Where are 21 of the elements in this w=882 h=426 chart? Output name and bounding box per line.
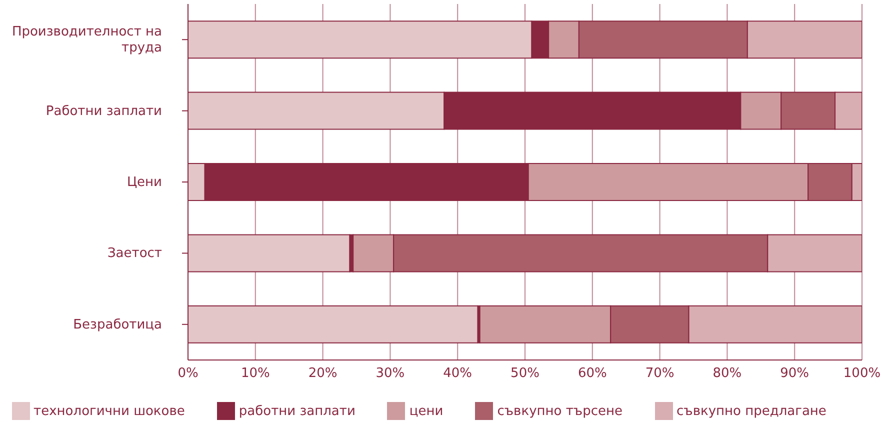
x-tick-label: 40% <box>443 366 472 382</box>
x-tick-label: 10% <box>240 366 270 382</box>
x-tick-label: 20% <box>308 366 338 382</box>
x-tick-label: 80% <box>712 366 742 382</box>
x-tick-label: 100% <box>843 366 881 382</box>
legend-label: съвкупно търсене <box>497 404 622 419</box>
x-tick-label: 70% <box>645 366 674 382</box>
y-tick-label: Работни заплати <box>46 103 162 118</box>
y-tick-label: Заетост <box>107 246 162 261</box>
legend-label: технологични шокове <box>34 404 185 419</box>
legend-label: цени <box>409 404 444 419</box>
y-tick-label: Цени <box>126 174 162 190</box>
y-tick-label: Производителност на труда <box>12 24 162 56</box>
x-tick-label: 30% <box>376 366 405 382</box>
x-tick-label: 60% <box>578 366 607 382</box>
legend-label: съвкупно предлагане <box>676 404 826 419</box>
x-tick-label: 90% <box>780 366 810 382</box>
x-tick-label: 50% <box>510 366 540 382</box>
x-tick-label: 0% <box>178 366 198 382</box>
legend-label: работни заплати <box>238 404 356 419</box>
y-tick-label: Безработица <box>73 316 162 332</box>
